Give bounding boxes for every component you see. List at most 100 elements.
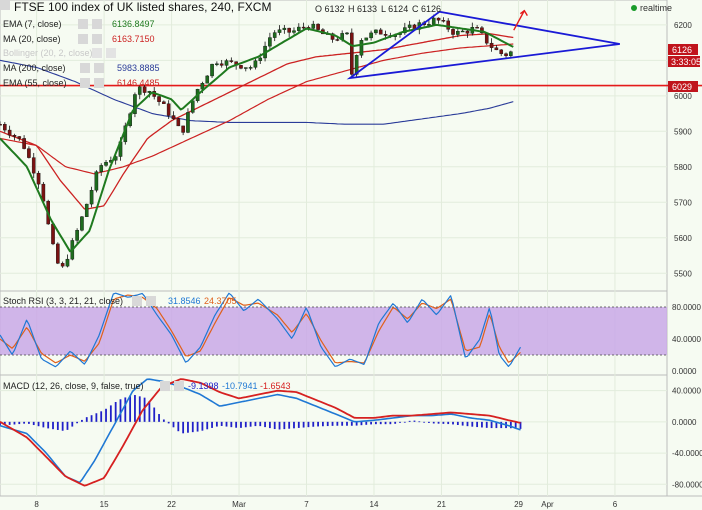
- candle-body: [292, 30, 296, 33]
- legend-ma20-value: 6163.7150: [112, 34, 155, 44]
- legend-hidden-eye-icon[interactable]: [92, 48, 102, 58]
- candle-body: [147, 91, 152, 93]
- candle-body: [84, 203, 89, 217]
- macd-histogram-bar: [476, 421, 479, 428]
- macd-histogram-bar: [244, 421, 247, 428]
- macd-histogram-bar: [211, 421, 213, 428]
- candle-body: [456, 31, 460, 35]
- macd-histogram-bar: [172, 421, 175, 428]
- candle-body: [190, 100, 195, 113]
- candle-body: [272, 32, 277, 38]
- candle-body: [65, 258, 70, 267]
- macd-legend: MACD (12, 26, close, 9, false, true) -9.…: [3, 381, 291, 391]
- legend-ema7-label: EMA (7, close): [3, 19, 62, 29]
- macd-settings-icon[interactable]: [160, 381, 170, 391]
- stoch-close-icon[interactable]: [146, 296, 156, 306]
- macd-histogram-bar: [321, 421, 324, 427]
- macd-histogram-bar: [76, 421, 79, 424]
- macd-histogram-bar: [302, 421, 305, 428]
- macd-histogram-bar: [403, 421, 406, 423]
- candle-body: [27, 148, 31, 158]
- macd-histogram-bar: [124, 397, 127, 422]
- legend-ema55-settings-icon[interactable]: [80, 78, 90, 88]
- triangle-pattern: [346, 10, 620, 80]
- macd-histogram-bar: [8, 421, 11, 425]
- macd-histogram-bar: [509, 421, 512, 429]
- macd-histogram-bar: [341, 421, 344, 426]
- macd-histogram-bar: [423, 421, 426, 423]
- legend-ma200-settings-icon[interactable]: [80, 63, 90, 73]
- macd-close-icon[interactable]: [174, 381, 184, 391]
- candle-body: [99, 165, 104, 172]
- macd-histogram-bar: [350, 421, 353, 426]
- price-legend: EMA (7, close) 6136.8497 MA (20, close) …: [3, 19, 160, 88]
- legend-ema55-close-icon[interactable]: [94, 78, 104, 88]
- candle-body: [104, 162, 108, 166]
- candle-body: [31, 157, 36, 174]
- candle-body: [350, 32, 354, 75]
- macd-line-value: -10.7941: [222, 381, 258, 391]
- macd-histogram-bar: [442, 421, 445, 424]
- macd-histogram-bar: [519, 421, 522, 429]
- macd-signal-value: -1.6543: [260, 381, 291, 391]
- candle-body: [258, 57, 263, 61]
- candle-body: [364, 37, 369, 41]
- candle-body: [229, 60, 234, 62]
- legend-ma20-settings-icon[interactable]: [78, 34, 88, 44]
- candle-body: [89, 189, 94, 205]
- macd-y-tick-label: -80.0000: [672, 480, 702, 489]
- candle-body: [460, 30, 465, 33]
- macd-histogram-bar: [105, 408, 107, 422]
- breakout-arrow-head: [519, 9, 528, 17]
- macd-histogram-bar: [331, 421, 334, 426]
- candle-body: [369, 32, 373, 39]
- macd-histogram-bar: [312, 421, 315, 427]
- candle-body: [354, 55, 359, 75]
- candle-body: [205, 75, 210, 84]
- macd-histogram-bar: [0, 421, 1, 426]
- legend-ma20-close-icon[interactable]: [92, 34, 102, 44]
- stoch-settings-icon[interactable]: [132, 296, 142, 306]
- legend-ema7-settings-icon[interactable]: [78, 19, 88, 29]
- x-tick-label: Mar: [232, 500, 246, 509]
- legend-ma200-label: MA (200, close): [3, 63, 66, 73]
- candle-body: [277, 29, 282, 33]
- candle-body: [436, 17, 441, 21]
- macd-histogram-bar: [307, 421, 310, 428]
- macd-histogram-bar: [148, 401, 151, 422]
- legend-ema7-close-icon[interactable]: [92, 19, 102, 29]
- candle-body: [253, 60, 258, 68]
- stoch-d-line: [0, 294, 521, 364]
- price-tags: 6126 3:33:05 6029: [668, 44, 701, 92]
- candle-body: [345, 32, 349, 35]
- candle-body: [451, 29, 455, 35]
- macd-histogram-bar: [346, 421, 348, 426]
- macd-histogram-bar: [90, 415, 93, 422]
- macd-histogram-bar: [399, 421, 401, 423]
- candle-body: [17, 136, 22, 139]
- macd-histogram-bar: [471, 421, 474, 427]
- macd-histogram-bar: [235, 421, 238, 428]
- macd-histogram-bar: [288, 421, 291, 429]
- macd-histogram-bar: [119, 399, 122, 422]
- stoch-legend: Stoch RSI (3, 3, 21, 21, close) 31.8546 …: [3, 296, 237, 306]
- macd-histogram-bar: [278, 421, 281, 430]
- candle-body: [186, 112, 190, 133]
- realtime-label: realtime: [640, 3, 672, 13]
- stoch-y-tick-label: 0.0000: [672, 367, 697, 376]
- macd-histogram-bar: [264, 421, 266, 428]
- macd-histogram-bar: [18, 421, 21, 425]
- macd-histogram-bar: [129, 395, 132, 422]
- x-tick-label: 21: [437, 500, 446, 509]
- stoch-y-tick-label: 80.0000: [672, 303, 701, 312]
- chart-title: FTSE 100 index of UK listed shares, 240,…: [14, 0, 271, 14]
- legend-ema7-value: 6136.8497: [112, 19, 155, 29]
- candle-body: [210, 63, 214, 77]
- legend-hidden-close-icon[interactable]: [106, 48, 116, 58]
- macd-y-tick-label: -40.0000: [672, 449, 702, 458]
- x-tick-label: 7: [304, 500, 309, 509]
- x-tick-label: 29: [514, 500, 523, 509]
- candle-body: [224, 60, 229, 66]
- legend-ma200-close-icon[interactable]: [94, 63, 104, 73]
